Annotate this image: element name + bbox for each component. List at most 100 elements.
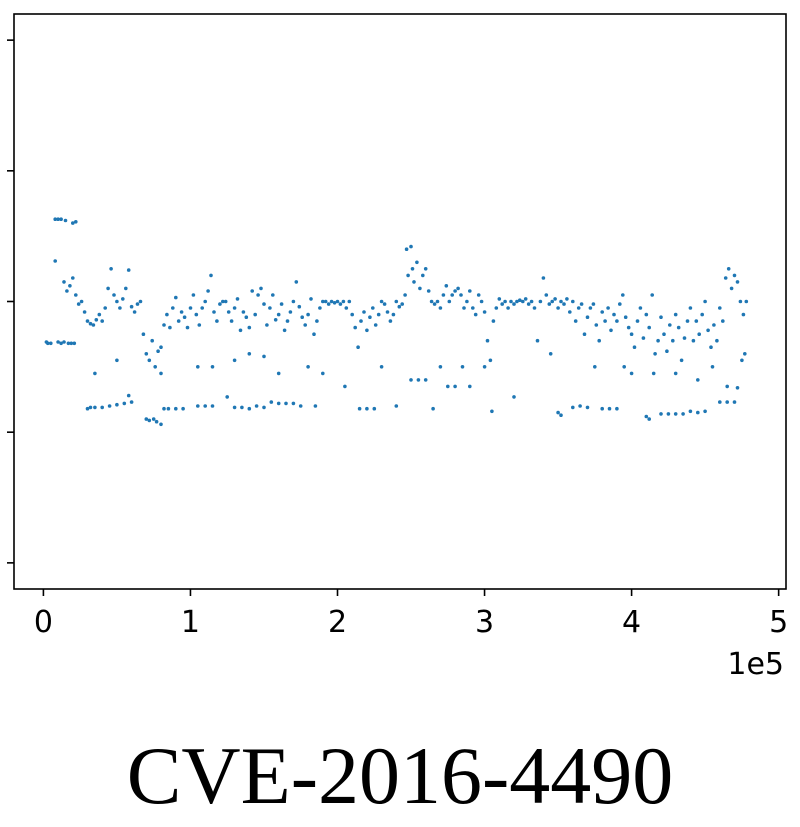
data-point (56, 340, 60, 344)
data-point (547, 302, 552, 306)
data-point (88, 405, 93, 410)
data-point (179, 310, 184, 314)
data-point (696, 410, 700, 415)
data-point (571, 405, 575, 410)
data-point (529, 299, 534, 304)
data-point (372, 406, 377, 411)
data-point (621, 293, 625, 297)
data-point (373, 323, 378, 327)
data-point (271, 293, 275, 297)
data-point (176, 319, 181, 323)
data-point (218, 302, 222, 306)
data-point (468, 384, 472, 389)
data-point (497, 297, 502, 301)
data-point (718, 306, 722, 310)
data-point (500, 302, 505, 306)
data-point (291, 401, 296, 406)
data-point (450, 293, 455, 297)
data-point (432, 302, 437, 306)
data-point (225, 395, 229, 399)
data-point (147, 358, 152, 363)
data-point (650, 293, 654, 297)
data-point (641, 336, 646, 340)
data-point (488, 358, 493, 363)
data-point (603, 319, 607, 323)
data-point (297, 304, 302, 309)
data-point (400, 302, 405, 306)
figure-caption: CVE-2016-4490 (126, 730, 674, 821)
x-tick-label: 4 (622, 605, 641, 640)
data-point (59, 217, 63, 221)
data-point (162, 323, 166, 327)
data-point (135, 302, 140, 306)
data-point (738, 299, 743, 304)
data-point (706, 328, 710, 333)
data-point (666, 412, 671, 416)
data-point (576, 306, 581, 310)
data-point (79, 299, 84, 304)
data-point (93, 371, 97, 376)
data-point (71, 221, 75, 225)
data-point (585, 405, 590, 410)
data-point (76, 302, 81, 306)
data-point (612, 312, 616, 317)
data-point (735, 386, 740, 390)
data-point (435, 299, 440, 304)
data-point (262, 405, 266, 410)
data-point (735, 280, 740, 284)
data-point (490, 409, 494, 414)
data-point (385, 310, 390, 314)
data-point (688, 306, 693, 310)
data-point (712, 323, 716, 327)
data-point (441, 293, 446, 297)
data-point (491, 319, 496, 323)
data-point (509, 299, 513, 304)
data-point (679, 358, 684, 363)
data-point (197, 323, 202, 327)
data-point (196, 365, 200, 369)
data-point (673, 312, 678, 317)
data-point (115, 299, 119, 304)
data-point (476, 293, 481, 297)
data-point (659, 315, 663, 320)
data-point (66, 341, 71, 346)
data-point (559, 299, 563, 304)
data-point (168, 325, 172, 330)
data-point (444, 284, 449, 288)
data-point (471, 306, 475, 310)
data-point (329, 299, 334, 304)
data-point (725, 400, 729, 404)
data-point (597, 338, 601, 343)
data-point (159, 422, 163, 427)
data-point (273, 318, 278, 322)
data-point (600, 310, 604, 314)
data-point (181, 406, 185, 411)
data-point (635, 319, 640, 323)
data-point (535, 338, 540, 343)
data-point (696, 378, 700, 382)
data-point (673, 371, 678, 376)
data-point (725, 384, 729, 389)
data-point (254, 404, 259, 408)
data-point (526, 302, 531, 306)
data-point (609, 328, 613, 333)
data-point (607, 406, 612, 411)
data-point (298, 404, 303, 408)
data-point (715, 338, 719, 343)
data-point (209, 273, 213, 278)
data-point (115, 402, 119, 407)
data-point (629, 332, 634, 337)
data-point (65, 289, 69, 293)
data-point (353, 325, 358, 330)
data-point (318, 306, 322, 310)
data-point (681, 412, 685, 416)
data-point (571, 299, 575, 304)
data-point (259, 286, 263, 291)
data-point (740, 358, 744, 363)
data-point (291, 299, 296, 304)
data-point (665, 349, 669, 354)
data-point (721, 319, 725, 323)
data-point (244, 315, 249, 320)
data-point (279, 302, 284, 306)
data-point (203, 299, 207, 304)
